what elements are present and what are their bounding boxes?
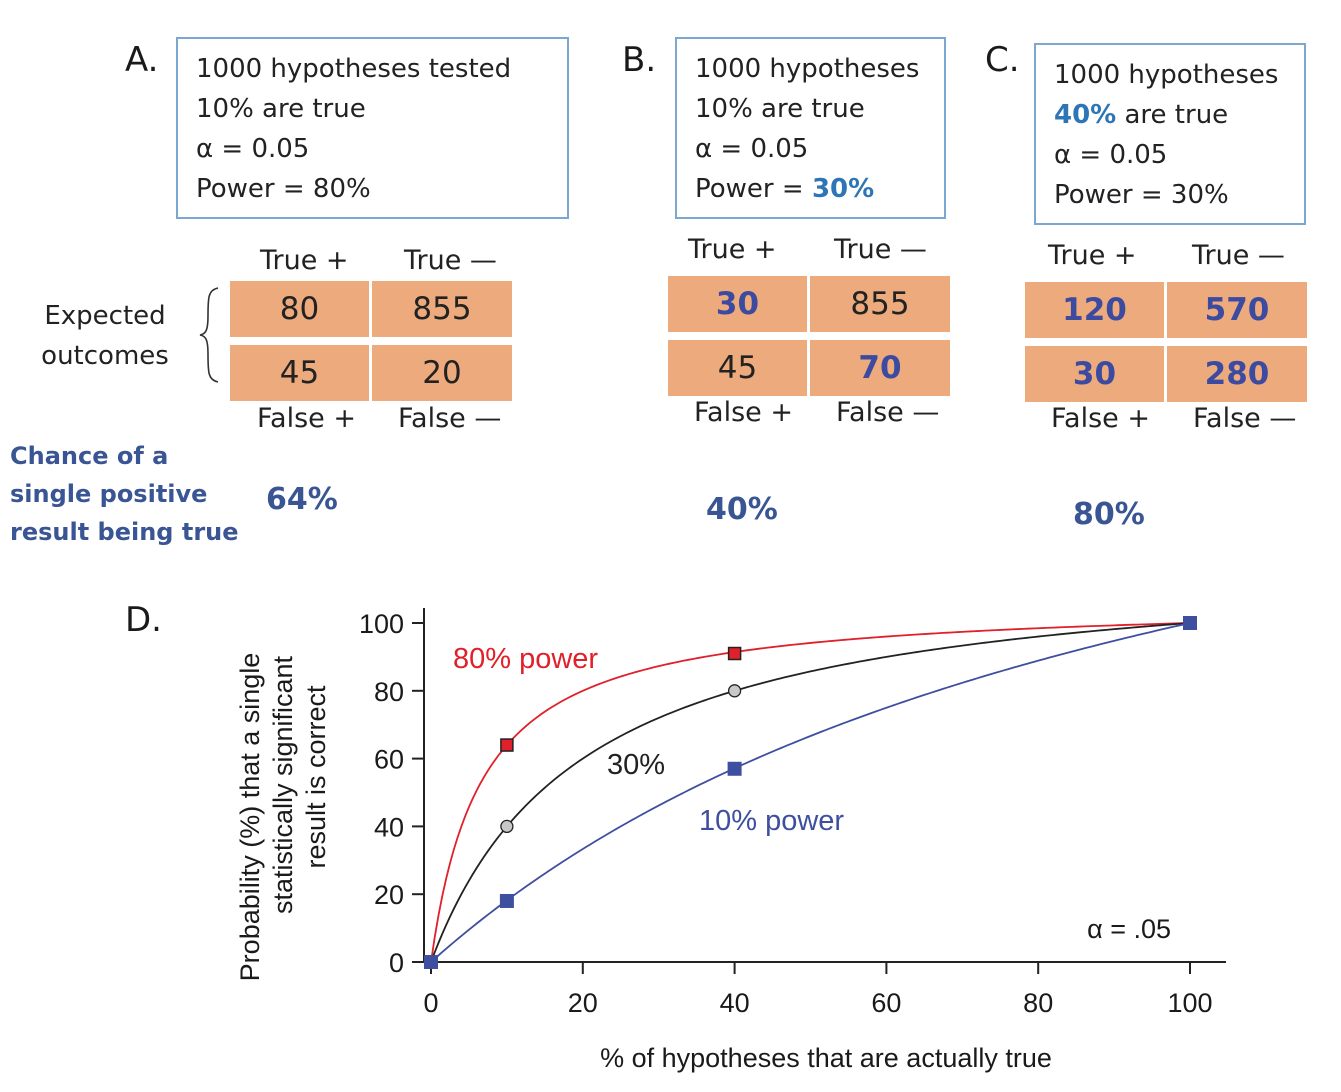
data-point-marker [1183, 616, 1197, 630]
chance-label-line: Chance of a [10, 442, 169, 470]
col-label-false-neg: False — [836, 397, 940, 428]
series-line-1 [430, 622, 1191, 963]
info-line: 10% are true [196, 94, 366, 124]
panel-a-letter: A. [125, 40, 159, 80]
cell-true-pos: 30 [668, 276, 807, 332]
col-label-true-neg: True — [834, 234, 927, 265]
info-text: are true [1116, 100, 1229, 130]
series-label: 30% [607, 749, 665, 781]
cell-false-pos: 30 [1025, 346, 1164, 402]
info-line: Power = 30% [695, 169, 944, 209]
data-point-marker [500, 738, 514, 752]
cell-true-neg: 570 [1167, 282, 1307, 338]
data-point-marker [727, 761, 742, 776]
chance-value-a: 64% [266, 482, 338, 517]
x-tick-label: 80 [1023, 988, 1053, 1018]
data-point-marker [424, 955, 438, 969]
col-label-true-neg: True — [1192, 240, 1285, 271]
y-tick-label: 60 [374, 745, 404, 775]
expected-outcomes-label: Expected outcomes [30, 296, 180, 376]
chance-value-c: 80% [1073, 497, 1145, 532]
panel-d-letter: D. [125, 600, 162, 640]
col-label-false-neg: False — [1193, 403, 1297, 434]
col-label-true-pos: True + [260, 245, 349, 276]
side-label-line: Expected [44, 301, 166, 331]
highlight-value: 40% [1054, 100, 1117, 130]
cell-true-neg: 855 [810, 276, 950, 332]
cell-true-neg: 855 [372, 281, 512, 337]
alpha-annotation: α = .05 [1087, 914, 1171, 944]
series-line-2 [430, 622, 1191, 963]
x-tick-label: 20 [568, 988, 598, 1018]
cell-true-pos: 80 [230, 281, 369, 337]
x-tick-label: 0 [423, 988, 438, 1018]
cell-false-neg: 20 [372, 345, 512, 401]
x-tick-label: 100 [1167, 988, 1212, 1018]
y-tick-label: 0 [389, 948, 404, 978]
info-line: 10% are true [695, 94, 865, 124]
col-label-false-neg: False — [398, 403, 502, 434]
col-label-true-pos: True + [1048, 240, 1137, 271]
data-point-marker [727, 646, 742, 661]
series-label: 80% power [453, 643, 598, 675]
col-label-false-pos: False + [1051, 403, 1150, 434]
info-line: Power = 30% [1054, 180, 1229, 210]
chance-label-line: result being true [10, 518, 239, 546]
panel-b-letter: B. [622, 40, 657, 80]
y-tick-label: 40 [374, 812, 404, 842]
series-label: 10% power [699, 805, 844, 837]
x-axis-label: % of hypotheses that are actually true [600, 1043, 1052, 1073]
y-tick-label: 20 [374, 880, 404, 910]
info-line: 1000 hypotheses [695, 54, 920, 84]
chance-label-line: single positive [10, 480, 208, 508]
col-label-true-neg: True — [404, 245, 497, 276]
cell-true-pos: 120 [1025, 282, 1164, 338]
info-line: 1000 hypotheses [1054, 60, 1279, 90]
chance-value-b: 40% [706, 492, 778, 527]
data-point-marker [500, 819, 514, 834]
info-line: 1000 hypotheses tested [196, 54, 512, 84]
cell-false-neg: 280 [1167, 346, 1307, 402]
info-line: α = 0.05 [695, 134, 809, 164]
ppv-chart: Probability (%) that a single statistica… [235, 608, 1226, 1073]
y-axis-label-line: result is correct [301, 685, 331, 869]
panel-a-info-box: 1000 hypotheses tested 10% are true α = … [176, 37, 569, 219]
y-axis-label-line: Probability (%) that a single [235, 653, 265, 982]
y-tick-label: 100 [359, 609, 404, 639]
col-label-false-pos: False + [257, 403, 356, 434]
info-line: α = 0.05 [1054, 140, 1168, 170]
cell-false-pos: 45 [230, 345, 369, 401]
brace-icon [199, 287, 219, 383]
y-axis-label: Probability (%) that a single statistica… [235, 653, 331, 982]
col-label-false-pos: False + [694, 397, 793, 428]
data-point-marker [499, 893, 514, 908]
panel-b-info-box: 1000 hypotheses 10% are true α = 0.05 Po… [675, 37, 946, 219]
col-label-true-pos: True + [688, 234, 777, 265]
info-line: Power = 80% [196, 174, 371, 204]
y-tick-label: 80 [374, 677, 404, 707]
data-point-marker [727, 684, 742, 698]
chance-label: Chance of a single positive result being… [10, 437, 239, 551]
panel-c-letter: C. [985, 40, 1020, 80]
series-line-3 [430, 622, 1191, 963]
info-line: 40% are true [1054, 95, 1304, 135]
panel-c-info-box: 1000 hypotheses 40% are true α = 0.05 Po… [1034, 43, 1306, 225]
cell-false-neg: 70 [810, 340, 950, 396]
side-label-line: outcomes [41, 341, 169, 371]
highlight-value: 30% [811, 174, 875, 204]
cell-false-pos: 45 [668, 340, 807, 396]
info-text: Power = [695, 174, 812, 204]
x-tick-label: 60 [871, 988, 901, 1018]
y-axis-label-line: statistically significant [268, 655, 298, 914]
info-line: α = 0.05 [196, 134, 310, 164]
x-tick-label: 40 [720, 988, 750, 1018]
